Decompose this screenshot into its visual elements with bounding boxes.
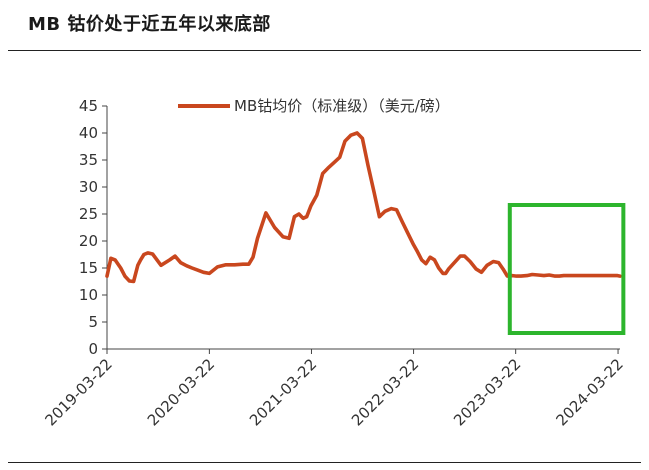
y-tick-label: 25 <box>79 205 98 223</box>
axes: 0 5 10 15 20 25 30 35 40 45 2019-03-22 2020-03-22 20… <box>41 97 626 429</box>
y-tick-label: 45 <box>79 97 98 115</box>
y-tick-label: 15 <box>79 259 98 277</box>
x-tick-label: 2020-03-22 <box>144 355 218 429</box>
chart-title: MB 钴价处于近五年以来底部 <box>28 14 271 35</box>
y-tick-label: 30 <box>79 178 98 196</box>
x-tick-label: 2022-03-22 <box>348 355 422 429</box>
y-tick-label: 0 <box>88 340 98 358</box>
x-tick-label: 2023-03-22 <box>450 355 524 429</box>
legend-label: MB钴均价（标准级）（美元/磅） <box>234 97 450 115</box>
x-tick-label: 2019-03-22 <box>41 355 115 429</box>
x-tick-label: 2024-03-22 <box>552 355 626 429</box>
x-tick-label: 2021-03-22 <box>246 355 320 429</box>
y-tick-label: 40 <box>79 124 98 142</box>
plot-area <box>105 131 622 284</box>
highlight-box <box>507 203 626 335</box>
y-tick-label: 35 <box>79 151 98 169</box>
bottom-divider <box>8 462 641 463</box>
legend: MB钴均价（标准级）（美元/磅） <box>178 97 450 115</box>
top-divider <box>8 50 641 51</box>
series-line <box>105 131 622 284</box>
y-tick-label: 5 <box>88 313 98 331</box>
y-tick-label: 10 <box>79 286 98 304</box>
y-tick-label: 20 <box>79 232 98 250</box>
